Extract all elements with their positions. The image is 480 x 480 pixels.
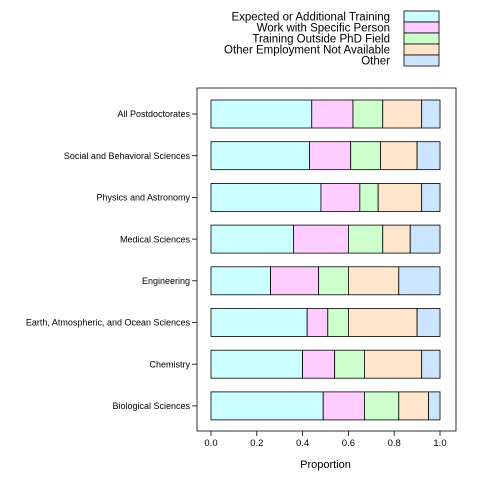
bar-segment bbox=[322, 391, 365, 421]
bar-segment bbox=[334, 349, 365, 379]
x-tick-label: 0.8 bbox=[388, 438, 401, 449]
bar-segment bbox=[421, 99, 441, 129]
bar-segment bbox=[210, 308, 308, 337]
bar-segment bbox=[293, 224, 349, 254]
bar-segment bbox=[382, 224, 411, 254]
bar-segment bbox=[270, 266, 320, 296]
bar-segment bbox=[302, 349, 336, 379]
x-axis-title: Proportion bbox=[300, 459, 351, 471]
y-axis: All Postdoctorates Social and Behavioral … bbox=[26, 109, 197, 411]
x-tick-label: 1.0 bbox=[433, 438, 446, 449]
x-tick-label: 0.0 bbox=[204, 438, 217, 449]
bar-segment bbox=[350, 141, 381, 171]
bar-segment bbox=[352, 99, 384, 129]
bar-segment bbox=[421, 182, 441, 212]
x-tick-label: 0.4 bbox=[296, 438, 309, 449]
bar-segment bbox=[428, 391, 441, 421]
legend-label: Work with Specific Person bbox=[257, 23, 390, 35]
bar-segment bbox=[347, 224, 384, 254]
bar-segment bbox=[347, 266, 400, 296]
legend-label: Expected or Additional Training bbox=[231, 12, 390, 24]
bar-segment bbox=[210, 391, 324, 421]
bar-segment bbox=[327, 308, 349, 337]
bar-segment bbox=[210, 349, 303, 379]
plot-frame bbox=[196, 87, 457, 432]
legend-swatch bbox=[403, 54, 440, 67]
bars-group bbox=[210, 99, 441, 421]
legend-swatch bbox=[403, 32, 440, 45]
bar-segment bbox=[382, 99, 423, 129]
bar-segment bbox=[380, 141, 418, 171]
bar-segment bbox=[409, 224, 441, 254]
bar-segment bbox=[210, 224, 294, 254]
bar-segment bbox=[306, 308, 329, 337]
legend-label: Other bbox=[361, 56, 390, 68]
bar-segment bbox=[359, 182, 379, 212]
category-label: Physics and Astronomy bbox=[96, 193, 190, 203]
category-label: Social and Behavioral Sciences bbox=[64, 151, 191, 161]
bar-segment bbox=[377, 182, 423, 212]
bar-segment bbox=[364, 391, 400, 421]
bar-segment bbox=[210, 182, 322, 212]
category-label: Earth, Atmospheric, and Ocean Sciences bbox=[26, 318, 191, 328]
bar-segment bbox=[347, 308, 418, 337]
legend-swatch bbox=[403, 43, 440, 56]
legend-label: Training Outside PhD Field bbox=[252, 34, 390, 46]
bar-segment bbox=[210, 266, 271, 296]
bar-segment bbox=[421, 349, 441, 379]
bar-segment bbox=[309, 141, 352, 171]
bar-segment bbox=[416, 308, 441, 337]
bar-segment bbox=[210, 141, 310, 171]
x-tick-label: 0.6 bbox=[342, 438, 355, 449]
category-label: Medical Sciences bbox=[120, 234, 191, 244]
category-label: Chemistry bbox=[149, 359, 190, 369]
bar-segment bbox=[416, 141, 441, 171]
bar-segment bbox=[398, 266, 441, 296]
category-label: All Postdoctorates bbox=[117, 109, 190, 119]
category-label: Engineering bbox=[142, 276, 190, 286]
bar-segment bbox=[320, 182, 361, 212]
bar-segment bbox=[311, 99, 354, 129]
bar-segment bbox=[364, 349, 423, 379]
legend-label: Other Employment Not Available bbox=[224, 45, 390, 57]
bar-segment bbox=[398, 391, 429, 421]
legend-swatch bbox=[403, 21, 440, 34]
legend-swatch bbox=[403, 10, 440, 23]
category-label: Biological Sciences bbox=[112, 401, 190, 411]
bar-segment bbox=[210, 99, 313, 129]
x-axis: 0.0 0.2 0.4 0.6 0.8 1.0 bbox=[204, 431, 447, 449]
x-tick-label: 0.2 bbox=[250, 438, 263, 449]
bar-segment bbox=[318, 266, 349, 296]
